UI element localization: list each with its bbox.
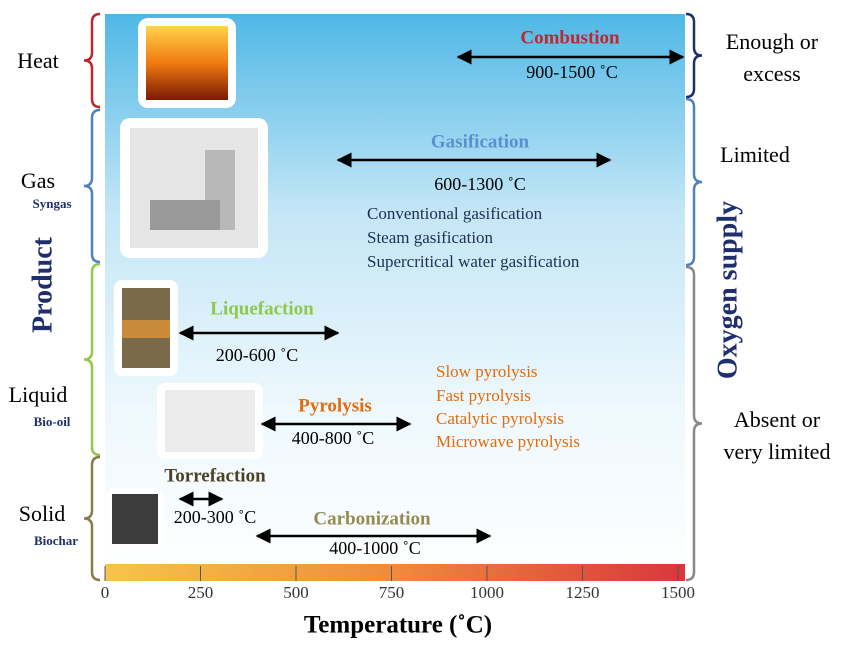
method: Catalytic pyrolysis <box>436 409 564 428</box>
brace <box>685 265 703 582</box>
axis-title: Temperature (˚C) <box>304 612 492 639</box>
process-name: Carbonization <box>313 508 431 529</box>
process-name: Combustion <box>520 27 620 48</box>
tick-label: 250 <box>188 583 214 602</box>
method: Slow pyrolysis <box>436 362 538 381</box>
method: Supercritical water gasification <box>367 252 580 271</box>
tick-label: 500 <box>283 583 309 602</box>
process-name: Liquefaction <box>210 298 314 319</box>
tick-label: 1250 <box>566 583 600 602</box>
process-range: 400-1000 ˚C <box>329 538 421 558</box>
group-label: Solid <box>19 501 65 526</box>
method: Fast pyrolysis <box>436 386 531 405</box>
level-label: Enough or <box>726 29 819 54</box>
arrows <box>178 49 685 544</box>
tick-label: 1000 <box>470 583 504 602</box>
brace <box>685 97 703 267</box>
process-range: 900-1500 ˚C <box>526 62 618 82</box>
temperature-bar <box>105 564 685 581</box>
method: Steam gasification <box>367 228 494 247</box>
group-label: Heat <box>17 48 59 73</box>
process-range: 200-300 ˚C <box>174 507 257 527</box>
level-label: Absent or <box>734 407 821 432</box>
process-range: 200-600 ˚C <box>216 345 299 365</box>
group-label: Liquid <box>9 382 68 407</box>
process-range: 600-1300 ˚C <box>434 174 526 194</box>
group-sublabel: Bio-oil <box>34 414 71 429</box>
brace <box>83 455 101 582</box>
brace <box>83 262 101 457</box>
braces <box>83 12 703 582</box>
group-label: Gas <box>21 168 55 193</box>
process-name: Torrefaction <box>164 465 266 486</box>
group-sublabel: Syngas <box>32 196 71 211</box>
method: Microwave pyrolysis <box>436 432 580 451</box>
level-label: Limited <box>720 142 790 167</box>
process-range: 400-800 ˚C <box>292 428 375 448</box>
level-label: excess <box>743 61 800 86</box>
tick-label: 0 <box>101 583 110 602</box>
oxygen-title: Oxygen supply <box>712 201 743 379</box>
level-label: very limited <box>724 439 831 464</box>
process-name: Pyrolysis <box>298 395 372 416</box>
icons <box>106 18 268 550</box>
tick-label: 1500 <box>661 583 695 602</box>
method: Conventional gasification <box>367 204 543 223</box>
group-sublabel: Biochar <box>34 533 78 548</box>
brace <box>685 12 703 99</box>
panel <box>105 14 685 580</box>
tick-label: 750 <box>379 583 405 602</box>
product-title: Product <box>27 236 58 333</box>
brace <box>83 108 101 264</box>
brace <box>83 12 101 109</box>
process-name: Gasification <box>431 131 530 152</box>
